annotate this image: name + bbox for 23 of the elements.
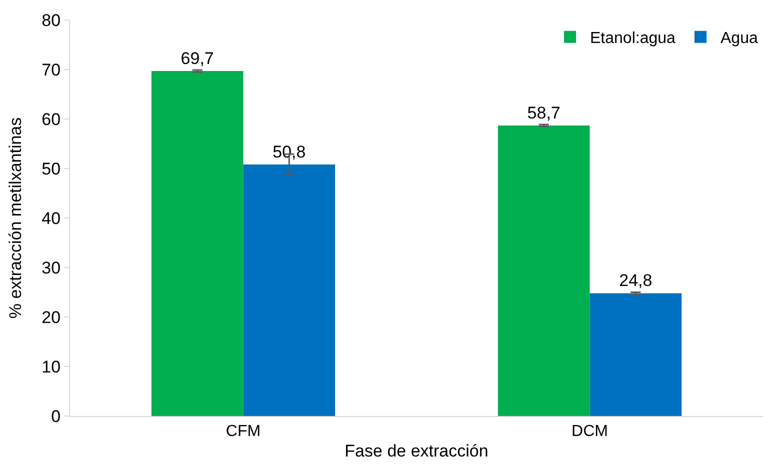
- y-tick-label: 80: [42, 10, 61, 30]
- y-tick-label: 20: [42, 308, 61, 327]
- x-tick-label: CFM: [226, 423, 261, 440]
- y-tick-label: 10: [42, 357, 61, 376]
- y-axis-title: % extracción metilxantinas: [6, 117, 26, 319]
- data-label: 24,8: [619, 271, 652, 290]
- legend-label: Etanol:agua: [590, 30, 676, 48]
- bar: [590, 293, 682, 416]
- y-tick-label: 40: [42, 208, 61, 228]
- bar: [498, 125, 590, 416]
- data-label: 50,8: [272, 142, 306, 162]
- data-label: 58,7: [527, 103, 560, 122]
- data-label: 69,7: [180, 48, 214, 68]
- x-tick-label: DCM: [572, 423, 608, 440]
- y-tick-label: 60: [42, 110, 61, 129]
- y-tick-label: 0: [51, 406, 61, 426]
- bar: [243, 164, 336, 416]
- legend-label: Agua: [720, 30, 758, 48]
- y-tick-label: 50: [42, 159, 61, 178]
- y-tick-label: 70: [42, 60, 61, 80]
- y-tick-label: 30: [42, 258, 61, 278]
- x-axis-title: Fase de extracción: [344, 442, 488, 461]
- bar: [151, 70, 244, 416]
